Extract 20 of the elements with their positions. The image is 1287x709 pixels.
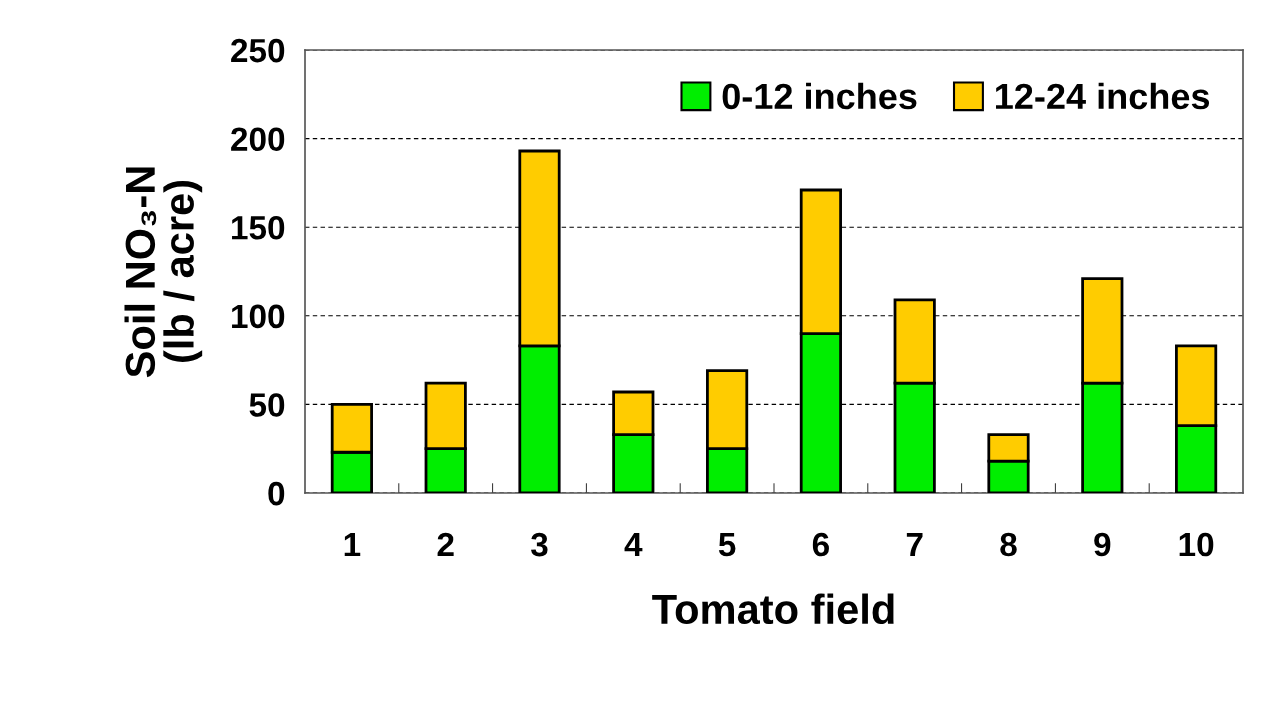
x-tick-label: 5 <box>718 533 736 557</box>
y-tick-label: 150 <box>232 216 285 240</box>
x-tick-label: 7 <box>906 533 923 557</box>
y-tick-label: 50 <box>249 393 285 417</box>
x-tick-label: 6 <box>812 532 829 557</box>
x-tick-label: 3 <box>531 532 548 557</box>
legend-label: 12-24 inches <box>996 82 1210 110</box>
x-axis-title: Tomato field <box>652 593 894 625</box>
x-tick-label: 9 <box>1094 532 1111 557</box>
y-tick-label: 100 <box>232 304 285 329</box>
y-tick-label: 0 <box>268 481 285 506</box>
x-tick-label: 2 <box>437 532 454 557</box>
x-tick-label: 8 <box>1000 532 1017 557</box>
legend-label: 0-12 inches <box>722 82 917 110</box>
x-tick-label: 4 <box>624 533 643 557</box>
x-tick-label: 10 <box>1179 532 1214 557</box>
x-tick-label: 1 <box>344 533 361 557</box>
y-axis-title: Soil NO₃-N (lb / acre) <box>124 167 203 378</box>
y-tick-label: 200 <box>231 127 285 152</box>
y-tick-label: 250 <box>231 38 285 63</box>
